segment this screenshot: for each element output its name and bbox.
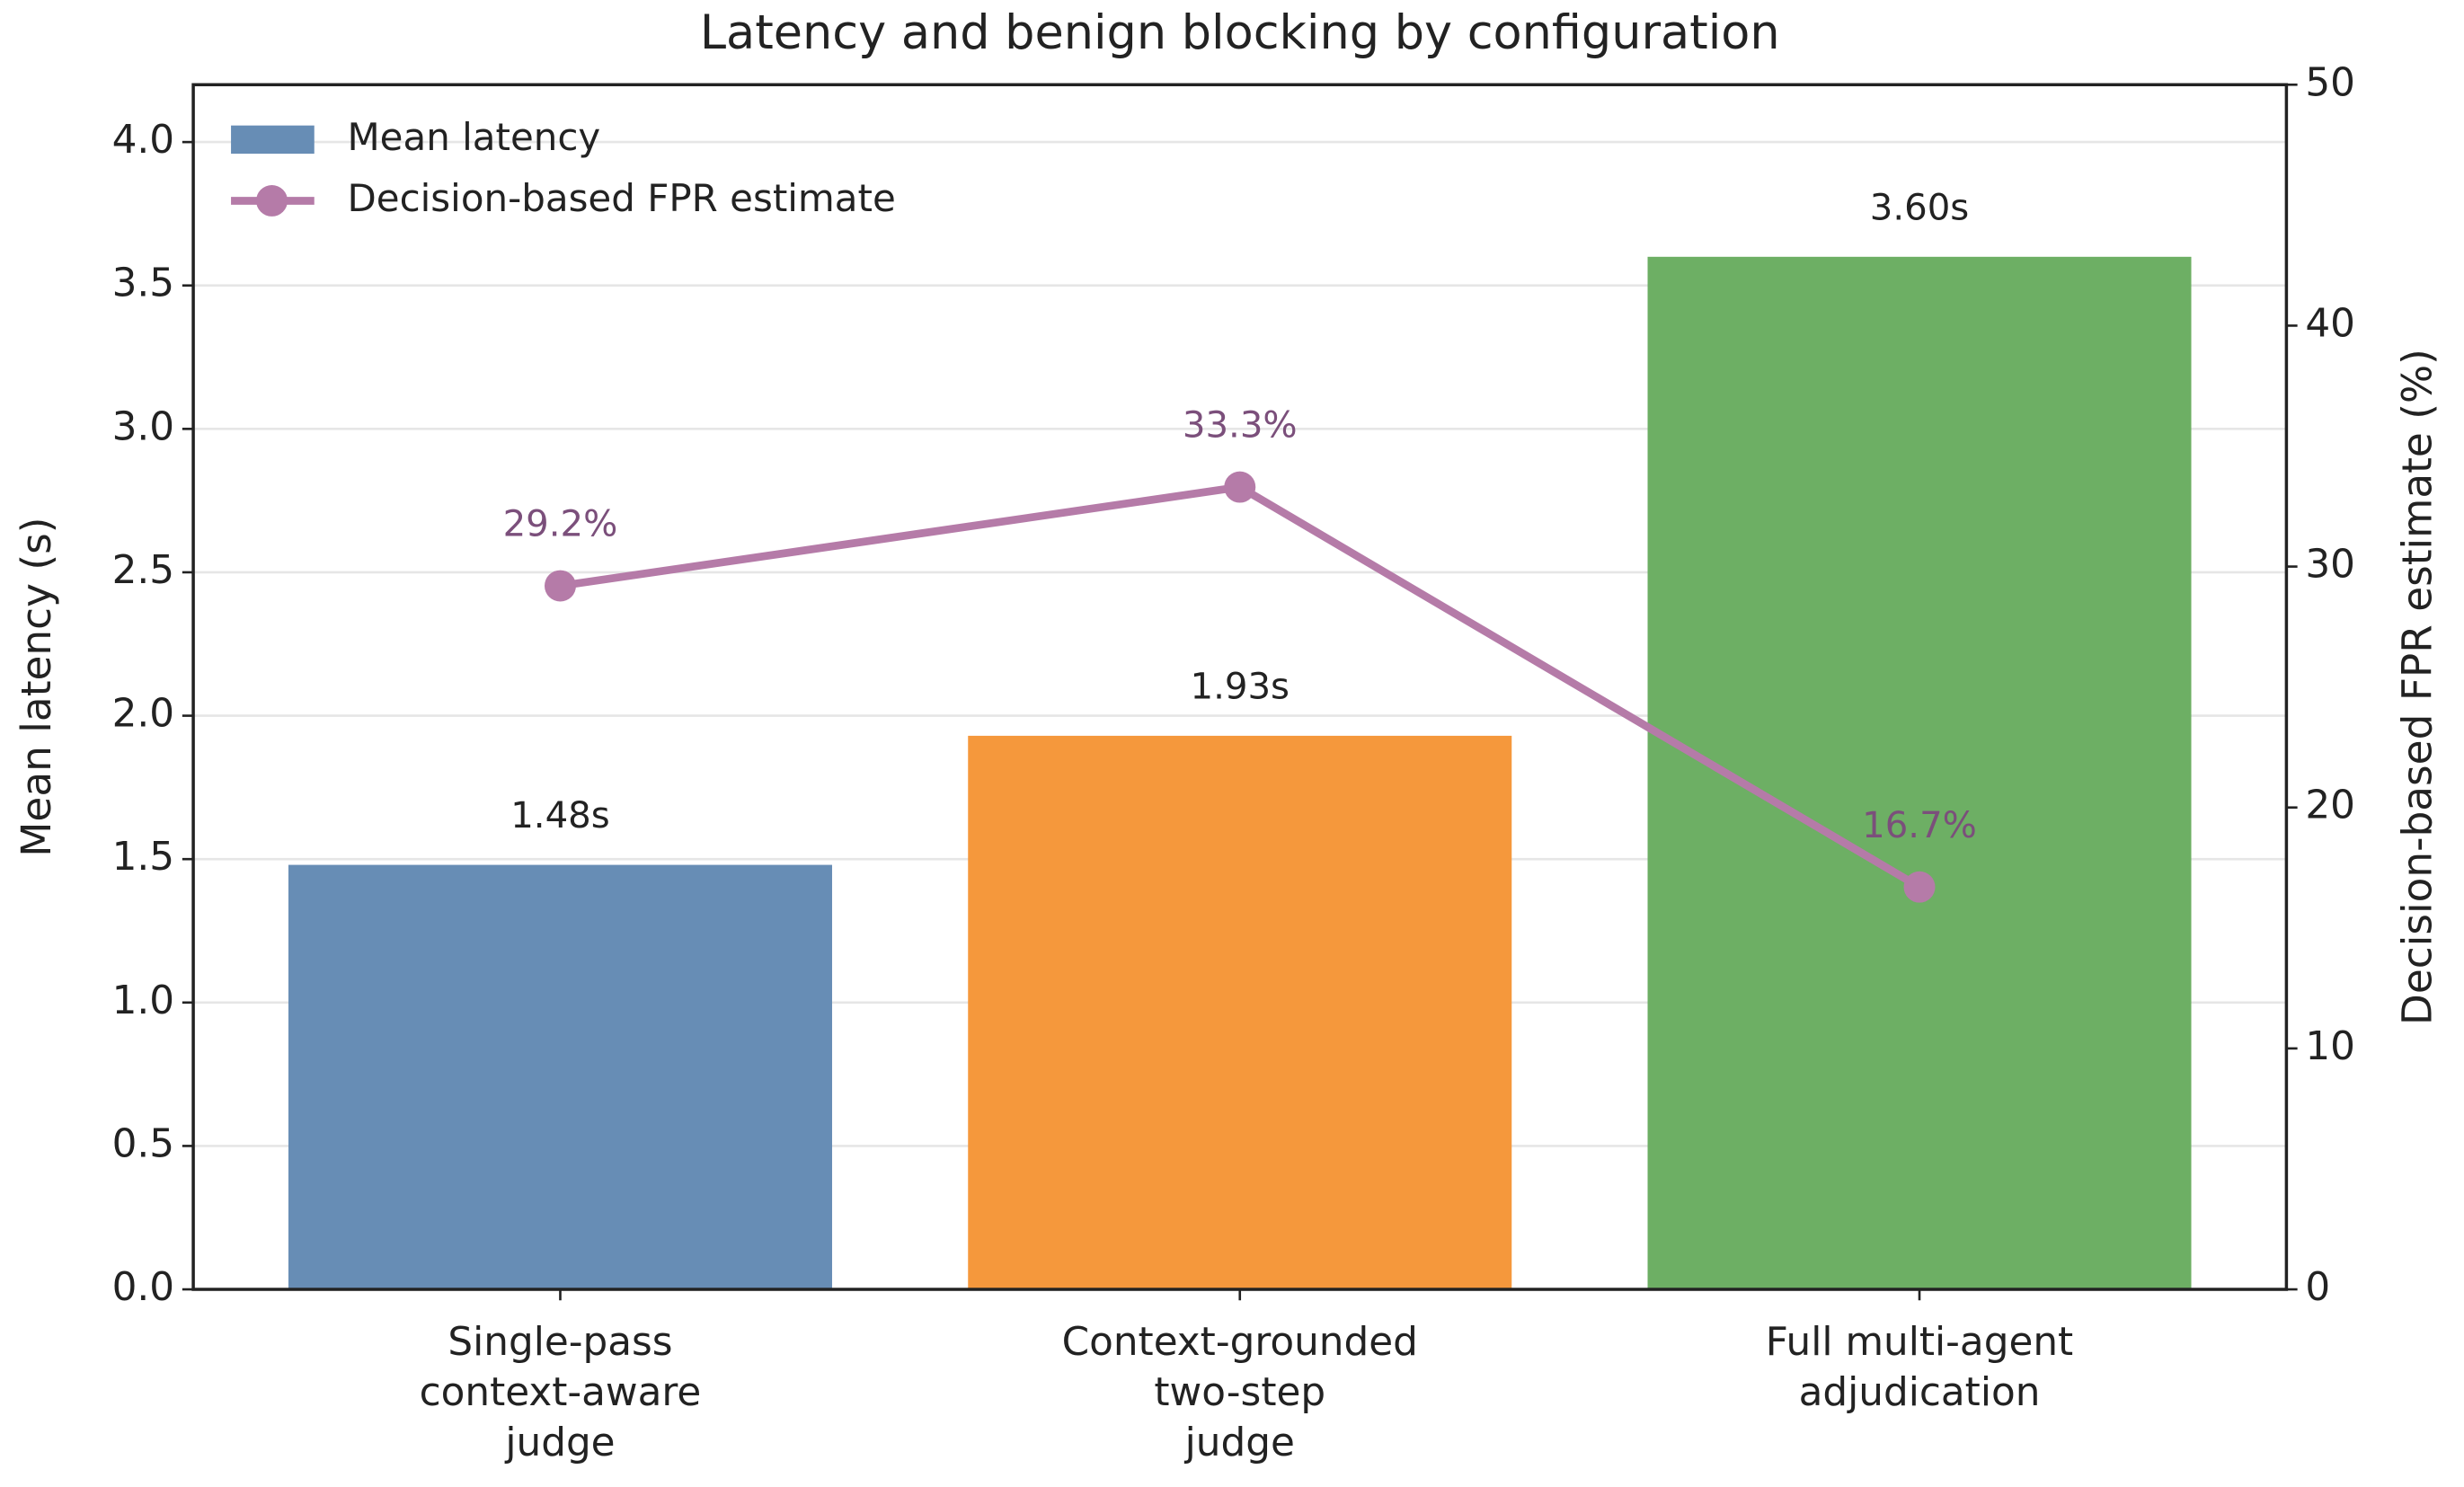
y2-tick-label: 30 — [2305, 542, 2355, 588]
y2-tick-label: 50 — [2305, 59, 2355, 105]
y-axis-label: Mean latency (s) — [13, 518, 60, 857]
line-marker — [544, 570, 576, 602]
y-tick-label: 0.0 — [112, 1264, 175, 1310]
y-tick-label: 2.5 — [112, 547, 175, 593]
y2-tick-label: 20 — [2305, 783, 2355, 828]
legend-text: Decision-based FPR estimate — [347, 176, 895, 220]
y-tick-label: 3.0 — [112, 403, 175, 449]
y2-tick-label: 40 — [2305, 300, 2355, 346]
bar — [288, 864, 832, 1290]
x-tick-label: Full multi-agent adjudication — [1766, 1319, 2073, 1415]
y-tick-label: 1.0 — [112, 978, 175, 1023]
y2-tick-label: 0 — [2305, 1264, 2330, 1310]
y-tick-label: 0.5 — [112, 1120, 175, 1166]
bar-value-label: 1.48s — [510, 795, 609, 836]
bar — [1647, 256, 2192, 1290]
y2-tick-label: 10 — [2305, 1023, 2355, 1069]
x-tick-label: Single-pass context-aware judge — [420, 1319, 702, 1465]
x-tick-label: Context-grounded two-step judge — [1062, 1319, 1418, 1465]
legend-text: Mean latency — [347, 115, 600, 159]
y-tick-label: 4.0 — [112, 117, 175, 163]
legend-marker — [256, 185, 288, 217]
bar-value-label: 1.93s — [1191, 667, 1290, 708]
bar — [968, 735, 1512, 1290]
y-tick-label: 1.5 — [112, 834, 175, 880]
line-marker — [1903, 871, 1936, 903]
y-tick-label: 3.5 — [112, 261, 175, 306]
y2-axis-label: Decision-based FPR estimate (%) — [2394, 349, 2442, 1025]
line-value-label: 16.7% — [1862, 805, 1977, 846]
line-value-label: 29.2% — [503, 504, 618, 545]
chart-title: Latency and benign blocking by configura… — [700, 5, 1780, 60]
line-marker — [1224, 471, 1256, 503]
y-tick-label: 2.0 — [112, 691, 175, 737]
line-value-label: 33.3% — [1183, 405, 1298, 447]
legend-swatch — [231, 125, 315, 155]
plot-frame — [191, 83, 2289, 1291]
bar-value-label: 3.60s — [1870, 187, 1969, 228]
